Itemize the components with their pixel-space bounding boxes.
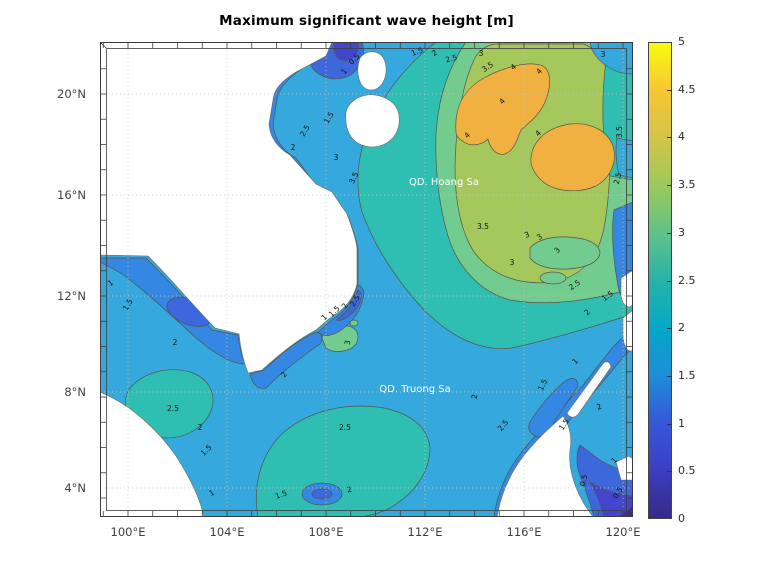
chart-title: Maximum significant wave height [m] [219, 13, 514, 29]
contour-label: 2 [173, 338, 178, 347]
colorbar-tick-mark [667, 185, 672, 187]
contour-label: 2 [291, 143, 296, 152]
graticule [100, 42, 633, 517]
land-hainan [345, 94, 400, 148]
contour-label: 3 [601, 50, 606, 59]
y-tick-label: 16°N [57, 188, 86, 202]
colorbar-tick-label: 4.5 [678, 82, 696, 96]
contour-label: 4 [509, 62, 519, 72]
colorbar-tick-label: 1 [678, 416, 685, 430]
contour-label: 3.5 [477, 222, 489, 231]
x-tick-label: 116°E [506, 525, 542, 539]
contour-label: 3 [552, 245, 562, 255]
colorbar-tick-mark [667, 89, 672, 91]
contour-label: 2 [582, 307, 592, 317]
land-masses [100, 42, 633, 517]
contour-label: 3.5 [615, 126, 624, 138]
contour-label: 2 [340, 301, 350, 310]
contour-label: 3 [510, 258, 515, 267]
x-tick-label: 104°E [209, 525, 245, 539]
contour-label: 2 [198, 423, 203, 432]
colorbar-tick-mark [667, 328, 672, 330]
region-label: QD. Hoang Sa [409, 177, 479, 188]
x-axis-tick-labels: 100°E 104°E 108°E 112°E 116°E 120°E [100, 522, 641, 542]
land-leizhou [357, 51, 387, 91]
contour-label: 3 [523, 230, 531, 240]
contour-label: 1 [570, 356, 580, 366]
contour-label: 2.5 [339, 423, 351, 432]
region-label: QD. Truong Sa [379, 384, 450, 395]
colorbar-tick-mark [667, 375, 672, 377]
x-tick-label: 100°E [110, 525, 146, 539]
y-tick-label: 4°N [64, 481, 86, 495]
colorbar-tick-mark [667, 137, 672, 139]
land-borneo [496, 415, 594, 517]
contour-label: 1.5 [274, 488, 289, 501]
contour-label: 2.5 [167, 404, 179, 413]
map-canvas: 0.5 1 1.5 2.5 2 3 3.5 1.5 2 2.5 3 3.5 4 4 3 3.5 2.5 4 4 4 3.… [100, 42, 633, 517]
colorbar-tick-label: 2 [678, 321, 685, 335]
contour-label: 3 [334, 153, 339, 162]
contour-label: 4 [462, 130, 472, 140]
colorbar-tick-label: 0 [678, 512, 685, 525]
contour-label: 1 [339, 67, 349, 77]
y-tick-label: 12°N [57, 289, 86, 303]
contour-label: 2 [595, 402, 603, 412]
contour-label: 0.5 [578, 473, 590, 487]
colorbar-tick-label: 3 [678, 225, 685, 239]
y-tick-label: 20°N [57, 87, 86, 101]
colorbar-tick-mark [667, 232, 672, 234]
colorbar-tick-label: 5 [678, 35, 685, 48]
colorbar-tick-mark [667, 423, 672, 425]
contour-label: 2.5 [612, 171, 624, 185]
colorbar-tick-mark [667, 280, 672, 282]
map-frame [100, 42, 633, 517]
y-axis-tick-labels: 4°N 8°N 12°N 16°N 20°N [0, 42, 92, 517]
contour-label: 2.5 [444, 53, 458, 65]
contour-label: 1 [106, 278, 115, 288]
x-tick-label: 112°E [407, 525, 443, 539]
x-tick-label: 108°E [308, 525, 344, 539]
colorbar-tick-label: 3.5 [678, 178, 696, 192]
contour-label: 1 [609, 455, 619, 465]
contour-label: 2 [430, 48, 439, 58]
contour-label: 3 [343, 339, 353, 345]
contour-label: 2 [279, 370, 289, 379]
contour-label: 3 [479, 49, 484, 58]
y-tick-label: 8°N [64, 385, 86, 399]
region-labels: QD. Hoang Sa QD. Truong Sa [379, 177, 479, 395]
x-tick-label: 120°E [605, 525, 641, 539]
contour-label: 4 [533, 128, 543, 138]
colorbar-tick-label: 0.5 [678, 464, 696, 478]
colorbar-tick-labels: 0 0.5 1 1.5 2 2.5 3 3.5 4 4.5 5 [678, 35, 718, 525]
contour-label: 2 [346, 485, 353, 495]
colorbar-tick-label: 4 [678, 130, 685, 144]
contour-label: 1 [319, 312, 329, 322]
contour-label: 4 [534, 66, 544, 76]
colorbar-tick-mark [667, 471, 672, 473]
colorbar-tick-label: 2.5 [678, 273, 696, 287]
land-palawan [566, 361, 612, 418]
colorbar-tick-label: 1.5 [678, 368, 696, 382]
land-malay-peninsula [100, 391, 205, 517]
contour-label: 3 [535, 232, 544, 242]
contour-label: 2 [470, 393, 480, 399]
contour-label: 4 [497, 96, 507, 106]
contour-label: 1 [207, 488, 216, 498]
land-mainland [100, 42, 358, 374]
